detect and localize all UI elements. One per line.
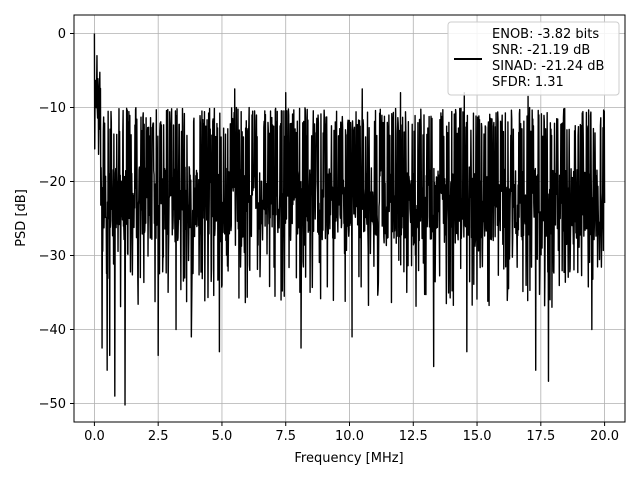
x-tick-label: 20.0: [590, 429, 619, 444]
legend-snr: SNR: -21.19 dB: [492, 43, 590, 58]
x-tick-label: 7.5: [275, 429, 296, 444]
y-tick-label: −40: [39, 323, 66, 338]
x-tick-label: 12.5: [399, 429, 428, 444]
x-tick-label: 10.0: [335, 429, 364, 444]
y-tick-label: −10: [39, 101, 66, 116]
x-tick-label: 15.0: [463, 429, 492, 444]
y-tick-label: 0: [58, 27, 66, 42]
x-tick-label: 5.0: [212, 429, 233, 444]
y-tick-label: −50: [39, 397, 66, 412]
legend: ENOB: -3.82 bits SNR: -21.19 dB SINAD: -…: [447, 21, 620, 96]
legend-sinad: SINAD: -21.24 dB: [492, 59, 604, 74]
psd-series: [93, 33, 606, 406]
y-tick-label: −20: [39, 175, 66, 190]
x-tick-label: 2.5: [148, 429, 169, 444]
x-axis-label: Frequency [MHz]: [294, 451, 403, 466]
legend-box: [447, 21, 620, 96]
x-tick-label: 17.5: [526, 429, 555, 444]
y-tick-label: −30: [39, 249, 66, 264]
x-tick-label: 0.0: [84, 429, 105, 444]
x-axis-ticks: 0.0 2.5 5.0 7.5 10.0 12.5 15.0 17.5 20.0: [84, 422, 619, 444]
psd-trace: [93, 33, 606, 406]
legend-enob: ENOB: -3.82 bits: [492, 27, 599, 42]
legend-sfdr: SFDR: 1.31: [492, 75, 564, 90]
y-axis-label: PSD [dB]: [14, 189, 29, 247]
y-axis-ticks: 0 −10 −20 −30 −40 −50: [39, 27, 74, 412]
